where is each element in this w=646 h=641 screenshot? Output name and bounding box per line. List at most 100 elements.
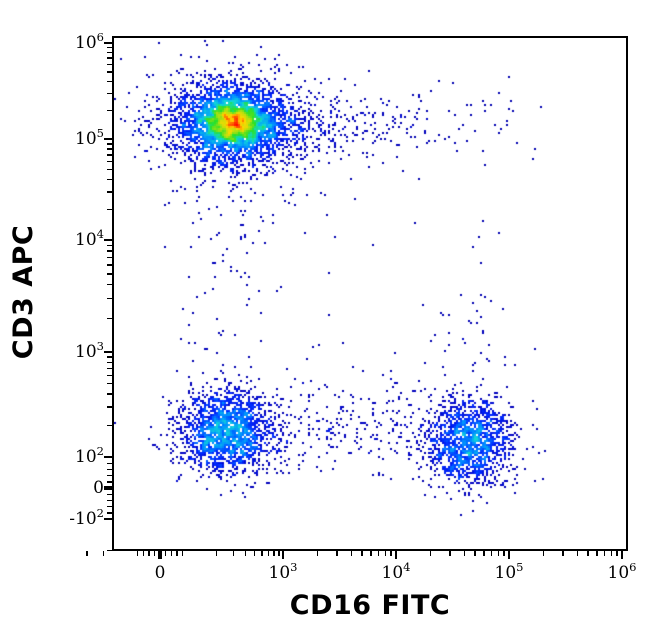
x-axis-minor-tick: [562, 551, 564, 556]
y-axis-major-tick: [104, 456, 112, 458]
y-tick-label: 0: [93, 478, 104, 498]
x-axis-minor-tick: [429, 551, 431, 556]
y-axis-minor-tick: [107, 298, 112, 300]
y-axis-minor-tick: [107, 160, 112, 163]
x-axis-minor-tick: [596, 551, 598, 556]
x-axis-minor-tick: [463, 551, 465, 556]
x-axis-minor-tick: [384, 551, 386, 556]
x-axis-minor-tick: [316, 551, 318, 556]
y-axis-major-tick: [104, 518, 112, 520]
x-axis-minor-tick: [542, 551, 544, 556]
y-axis-minor-tick: [107, 178, 112, 181]
y-axis-minor-tick: [107, 168, 112, 171]
y-axis-minor-tick: [107, 191, 112, 193]
y-tick-label: 106: [75, 30, 104, 53]
y-axis-major-tick: [104, 351, 112, 353]
x-axis-title: CD16 FITC: [289, 590, 451, 621]
x-axis-minor-tick: [181, 551, 184, 556]
y-axis-minor-tick: [107, 63, 112, 66]
x-axis-minor-tick: [336, 551, 338, 556]
x-axis-major-tick: [621, 551, 623, 559]
x-axis-minor-tick: [170, 551, 173, 556]
y-axis-minor-tick: [107, 250, 112, 252]
x-axis-major-tick: [282, 551, 284, 559]
y-axis-major-tick: [104, 239, 112, 241]
y-axis-minor-tick: [107, 499, 112, 502]
x-tick-label: 0: [154, 563, 166, 583]
x-axis-minor-tick: [253, 551, 256, 556]
y-axis-minor-tick: [107, 361, 112, 364]
y-axis-minor-tick: [107, 356, 112, 358]
y-axis-title: CD3 APC: [8, 224, 39, 360]
y-axis-minor-tick: [107, 71, 112, 73]
density-scatter-canvas: [114, 38, 626, 549]
x-axis-minor-tick: [261, 551, 263, 556]
y-axis-minor-tick: [107, 317, 112, 320]
y-tick-label: 102: [75, 444, 104, 467]
y-tick-label: 104: [75, 227, 104, 250]
x-axis-major-tick: [158, 551, 162, 559]
x-axis-minor-tick: [176, 551, 178, 556]
x-axis-minor-tick: [148, 551, 150, 556]
x-axis-minor-tick: [137, 551, 139, 556]
y-axis-minor-tick: [107, 143, 112, 145]
y-axis-minor-tick: [107, 273, 112, 275]
x-axis-minor-tick: [483, 551, 485, 556]
y-axis-minor-tick: [107, 481, 112, 483]
x-axis-minor-tick: [490, 551, 493, 556]
x-axis-minor-tick: [587, 551, 589, 556]
y-axis-minor-tick: [107, 80, 112, 83]
x-tick-label: 105: [494, 560, 524, 583]
y-axis-minor-tick: [107, 109, 112, 111]
y-axis-minor-tick: [107, 57, 112, 59]
x-tick-label: 104: [381, 560, 411, 583]
x-axis-minor-tick: [232, 551, 235, 556]
x-axis-minor-tick: [497, 551, 499, 556]
y-axis-minor-tick: [107, 506, 112, 508]
x-axis-minor-tick: [102, 551, 105, 556]
x-axis-minor-tick: [86, 551, 88, 556]
y-axis-minor-tick: [107, 264, 112, 266]
x-axis-minor-tick: [377, 551, 380, 556]
y-axis-minor-tick: [107, 406, 112, 408]
y-axis-minor-tick: [107, 374, 112, 377]
y-axis-minor-tick: [107, 244, 112, 246]
y-axis-minor-tick: [107, 512, 112, 514]
x-tick-label: 106: [607, 560, 637, 583]
y-axis-minor-tick: [107, 550, 112, 552]
y-axis-minor-tick: [107, 51, 112, 54]
y-axis-minor-tick: [107, 424, 112, 427]
x-axis-minor-tick: [603, 551, 606, 556]
x-axis-minor-tick: [278, 551, 280, 556]
y-axis-minor-tick: [107, 92, 112, 95]
x-axis-major-tick: [395, 551, 397, 559]
x-axis-minor-tick: [390, 551, 392, 556]
y-axis-minor-tick: [107, 468, 112, 471]
y-axis-minor-tick: [107, 383, 112, 385]
x-axis-minor-tick: [267, 551, 270, 556]
y-axis-minor-tick: [107, 367, 112, 370]
x-axis-minor-tick: [370, 551, 372, 556]
y-axis-major-tick: [104, 42, 112, 44]
x-axis-minor-tick: [503, 551, 505, 556]
x-axis-minor-tick: [616, 551, 618, 556]
y-axis-minor-tick: [107, 209, 112, 211]
x-axis-minor-tick: [153, 551, 156, 556]
x-axis-minor-tick: [350, 551, 352, 556]
y-axis-minor-tick: [107, 284, 112, 286]
y-axis-minor-tick: [107, 493, 112, 496]
x-axis-minor-tick: [449, 551, 451, 556]
y-axis-minor-tick: [107, 46, 112, 49]
y-tick-label: 105: [75, 126, 104, 149]
x-axis-major-tick: [508, 551, 510, 559]
x-axis-minor-tick: [216, 551, 218, 556]
y-tick-label: 103: [75, 339, 104, 362]
x-axis-minor-tick: [474, 551, 476, 556]
x-axis-minor-tick: [610, 551, 612, 556]
y-tick-label: -102: [69, 506, 104, 529]
y-axis-major-tick: [104, 138, 112, 140]
y-axis-minor-tick: [107, 393, 112, 395]
x-axis-minor-tick: [165, 551, 167, 556]
y-axis-minor-tick: [107, 148, 112, 150]
